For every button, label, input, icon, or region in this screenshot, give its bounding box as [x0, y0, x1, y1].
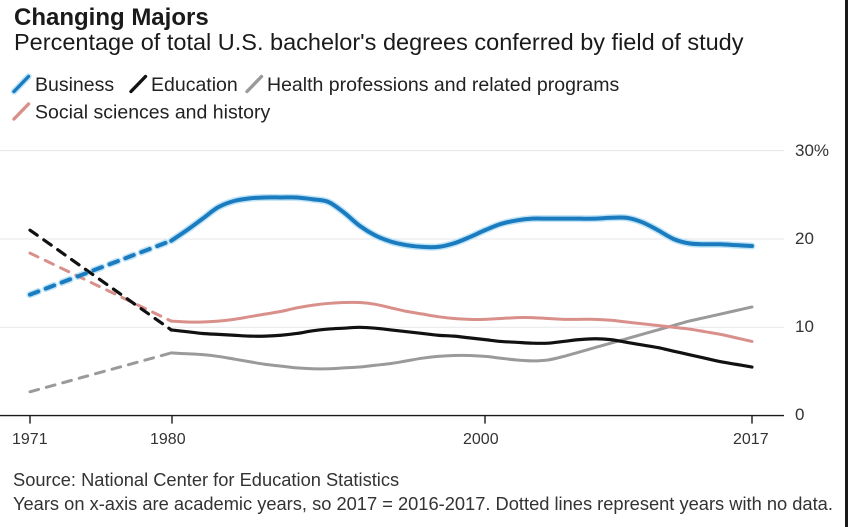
- svg-text:2017: 2017: [733, 431, 769, 448]
- svg-text:1980: 1980: [150, 431, 186, 448]
- svg-text:20: 20: [795, 229, 814, 248]
- svg-text:1971: 1971: [12, 431, 48, 448]
- svg-text:10: 10: [795, 317, 814, 336]
- svg-text:0: 0: [795, 405, 804, 424]
- svg-text:2000: 2000: [463, 431, 499, 448]
- svg-text:30%: 30%: [795, 141, 829, 160]
